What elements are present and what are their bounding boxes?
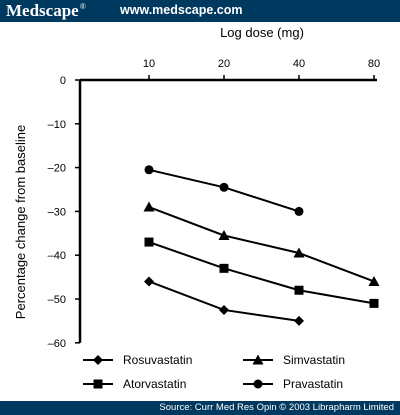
- y-tick-label: –40: [48, 250, 66, 262]
- chart: Log dose (mg) Percentage change from bas…: [13, 25, 380, 391]
- y-tick-label: 0: [60, 75, 66, 87]
- data-point-rosuvastatin: [294, 315, 304, 326]
- legend: Rosuvastatin Simvastatin Atorvastatin Prava…: [83, 353, 345, 391]
- legend-item-pravastatin: Pravastatin: [243, 377, 343, 391]
- footer-bar: Source: Curr Med Res Opin © 2003 Libraph…: [0, 401, 400, 415]
- legend-marker-simvastatin: [252, 354, 264, 365]
- y-tick-label: –50: [48, 294, 66, 306]
- site-url-link[interactable]: www.medscape.com: [120, 3, 243, 17]
- y-tick-label: –30: [48, 206, 66, 218]
- legend-marker-atorvastatin: [93, 379, 103, 389]
- y-tick-label: –60: [48, 338, 66, 350]
- data-point-rosuvastatin: [219, 304, 229, 315]
- y-tick-label: –20: [48, 163, 66, 175]
- brand-name: Medscape: [6, 1, 79, 20]
- data-point-simvastatin: [218, 229, 230, 240]
- legend-item-rosuvastatin: Rosuvastatin: [83, 353, 192, 367]
- data-point-simvastatin: [143, 201, 155, 212]
- legend-marker-pravastatin: [253, 379, 263, 389]
- axes: 10 20 40 80 0 –10 –20 –30 –40 –50 –60: [48, 58, 380, 350]
- legend-item-atorvastatin: Atorvastatin: [83, 377, 186, 391]
- x-tick-label: 10: [143, 58, 155, 70]
- registered-mark: ®: [79, 2, 86, 12]
- data-point-atorvastatin: [369, 298, 379, 308]
- series-line-simvastatin: [148, 206, 375, 283]
- series-rosuvastatin: [144, 276, 304, 326]
- medscape-logo[interactable]: Medscape®: [6, 1, 86, 21]
- series-atorvastatin: [144, 237, 379, 308]
- legend-item-simvastatin: Simvastatin: [243, 353, 345, 367]
- data-point-pravastatin: [144, 165, 154, 175]
- source-credit: Source: Curr Med Res Opin © 2003 Libraph…: [159, 402, 394, 413]
- y-tick-label: –10: [48, 119, 66, 131]
- legend-label-pravastatin: Pravastatin: [283, 377, 343, 391]
- series-line-rosuvastatin: [148, 280, 300, 322]
- data-point-pravastatin: [219, 182, 229, 192]
- y-axis-title: Percentage change from baseline: [13, 125, 28, 319]
- series-pravastatin: [144, 165, 304, 216]
- header-bar: Medscape® www.medscape.com: [0, 0, 400, 22]
- data-point-pravastatin: [294, 206, 304, 216]
- x-axis-title: Log dose (mg): [220, 25, 304, 40]
- series-group: [143, 165, 380, 326]
- x-tick-label: 20: [218, 58, 230, 70]
- legend-label-simvastatin: Simvastatin: [283, 353, 345, 367]
- legend-label-rosuvastatin: Rosuvastatin: [123, 353, 192, 367]
- data-point-atorvastatin: [219, 263, 229, 273]
- x-tick-label: 40: [293, 58, 305, 70]
- series-simvastatin: [143, 201, 380, 286]
- data-point-simvastatin: [293, 247, 305, 258]
- legend-marker-rosuvastatin: [93, 355, 103, 365]
- data-point-atorvastatin: [294, 285, 304, 295]
- data-point-atorvastatin: [144, 237, 154, 247]
- series-line-atorvastatin: [148, 241, 375, 305]
- data-point-simvastatin: [368, 275, 380, 286]
- legend-label-atorvastatin: Atorvastatin: [123, 377, 186, 391]
- data-point-rosuvastatin: [144, 276, 154, 287]
- x-tick-label: 80: [368, 58, 380, 70]
